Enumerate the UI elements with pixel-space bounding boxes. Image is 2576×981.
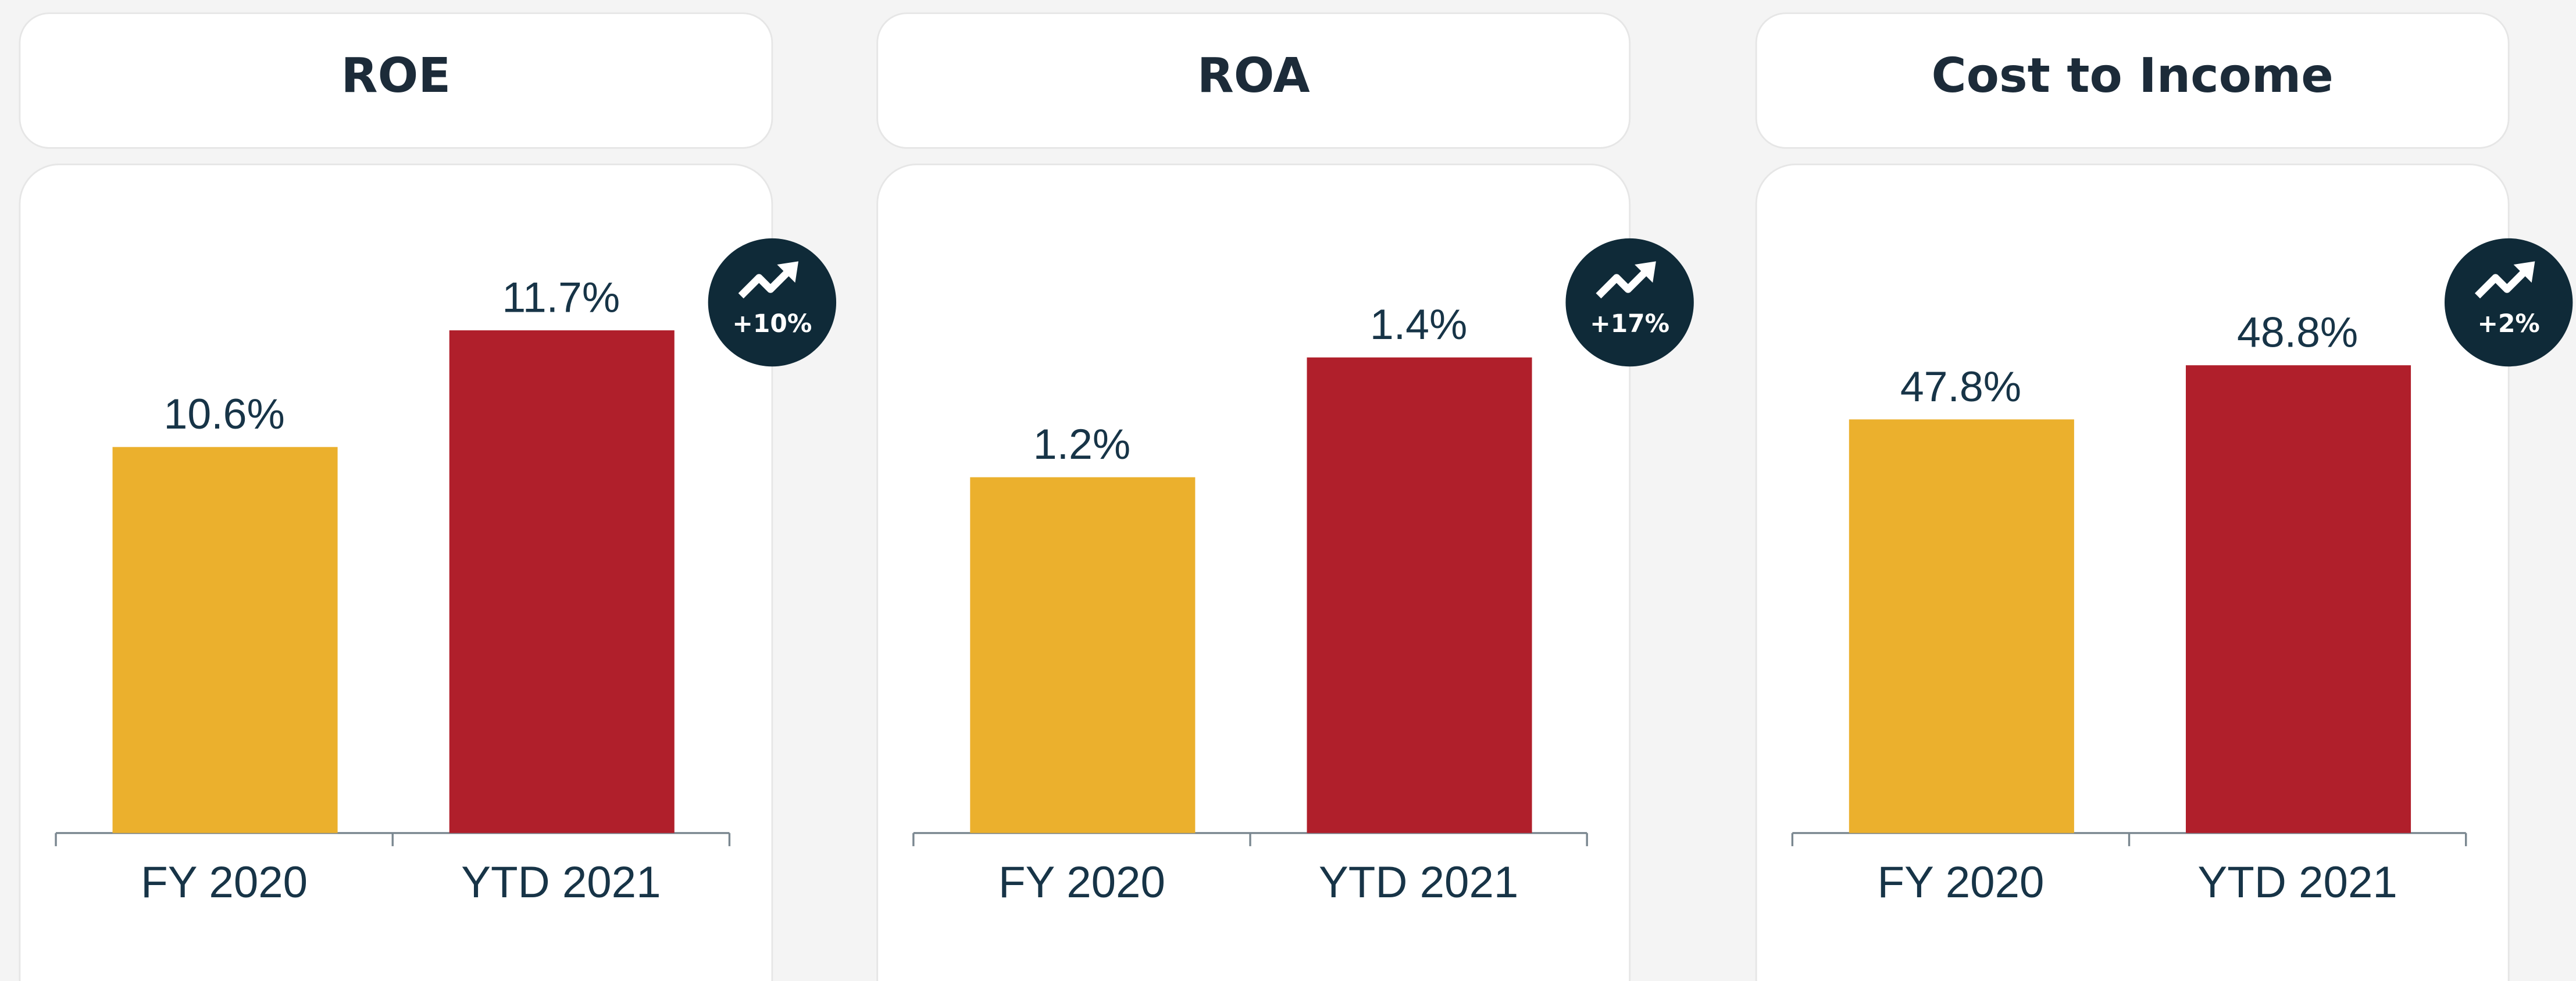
value-label: 1.2% <box>1033 420 1130 468</box>
bar <box>112 447 338 833</box>
x-tick-label: YTD 2021 <box>2197 858 2397 907</box>
value-label: 47.8% <box>1900 363 2021 411</box>
trend-label: +2% <box>2477 309 2539 338</box>
x-tick-label: YTD 2021 <box>1319 858 1518 907</box>
value-label: 1.4% <box>1370 301 1467 348</box>
value-label: 48.8% <box>2237 309 2358 356</box>
bar <box>2186 365 2411 833</box>
bar <box>970 477 1196 833</box>
x-tick-label: FY 2020 <box>1877 858 2044 907</box>
trend-label: +17% <box>1590 309 1669 338</box>
x-tick-label: FY 2020 <box>998 858 1165 907</box>
trend-label: +10% <box>732 309 812 338</box>
x-tick-label: YTD 2021 <box>461 858 661 907</box>
title-card <box>19 12 773 149</box>
title-card <box>1755 12 2510 149</box>
bar <box>449 330 675 833</box>
value-label: 11.7% <box>502 274 620 322</box>
bar <box>1307 357 1532 833</box>
x-tick-label: FY 2020 <box>141 858 308 907</box>
trend-arrowhead <box>2513 261 2535 283</box>
trend-badge <box>2444 238 2573 367</box>
title-card <box>876 12 1631 149</box>
chart-title: ROE <box>341 48 451 104</box>
trend-badge <box>1565 238 1694 367</box>
value-label: 10.6% <box>164 390 285 438</box>
chart-title: Cost to Income <box>1931 48 2333 104</box>
trend-icon <box>738 267 793 299</box>
trend-icon <box>2474 267 2529 299</box>
trend-badge <box>708 238 837 367</box>
trend-arrowhead <box>1635 261 1656 283</box>
bar <box>1849 419 2074 833</box>
trend-icon <box>1596 267 1651 299</box>
chart-title: ROA <box>1197 48 1310 104</box>
trend-arrowhead <box>777 261 799 283</box>
